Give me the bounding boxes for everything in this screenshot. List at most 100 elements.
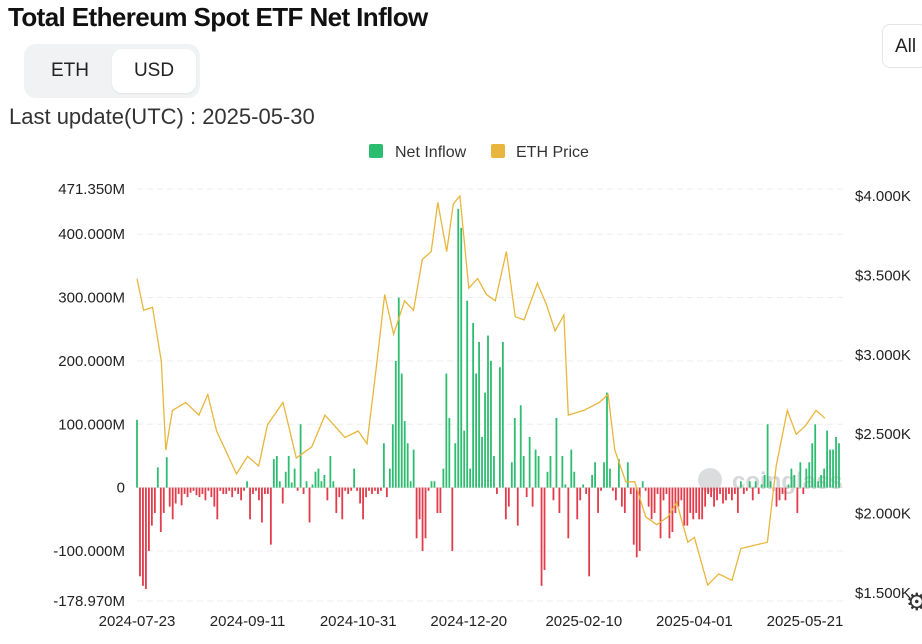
net-inflow-bar xyxy=(832,449,834,488)
net-inflow-bar xyxy=(385,487,388,498)
net-inflow-bar xyxy=(266,487,269,494)
net-inflow-bar xyxy=(445,373,448,488)
net-inflow-bar xyxy=(570,449,573,488)
net-inflow-bar xyxy=(403,421,406,488)
x-tick-label: 2024-10-31 xyxy=(320,613,397,630)
net-inflow-bar xyxy=(460,227,463,488)
net-inflow-bar xyxy=(287,455,290,488)
net-inflow-bar xyxy=(769,481,772,488)
net-inflow-bar xyxy=(615,487,617,501)
chart-legend[interactable]: Net Inflow ETH Price xyxy=(369,144,589,161)
net-inflow-bar xyxy=(751,487,754,501)
net-inflow-bar xyxy=(766,424,769,488)
net-inflow-bar xyxy=(493,455,495,488)
unit-option-usd[interactable]: USD xyxy=(112,49,196,93)
net-inflow-bar xyxy=(391,424,394,488)
net-inflow-bar xyxy=(442,468,445,488)
net-inflow-bar xyxy=(728,487,730,494)
net-inflow-bar xyxy=(272,459,275,488)
x-tick-label: 2025-05-21 xyxy=(767,613,844,630)
net-inflow-bar xyxy=(626,462,629,488)
net-inflow-bar xyxy=(174,487,177,504)
net-inflow-bar xyxy=(427,487,430,491)
net-inflow-bar xyxy=(787,484,790,488)
net-inflow-bar xyxy=(537,455,540,488)
net-inflow-bar xyxy=(368,487,370,491)
net-inflow-bar xyxy=(418,487,421,520)
chart-gridlines xyxy=(137,188,843,602)
net-inflow-bar xyxy=(341,487,344,520)
net-inflow-bar xyxy=(736,487,739,513)
net-inflow-bar xyxy=(177,487,180,494)
net-inflow-bar xyxy=(668,487,671,539)
net-inflow-bar xyxy=(713,487,715,507)
net-inflow-bar xyxy=(552,487,555,501)
watermark-logo-icon xyxy=(698,468,722,492)
net-inflow-bar xyxy=(377,487,379,494)
net-inflow-bar xyxy=(463,430,466,488)
x-axis-labels: 2024-07-23 2024-09-11 2024-10-31 2024-12-20… xyxy=(99,613,844,630)
net-inflow-bar xyxy=(748,481,751,488)
net-inflow-bar xyxy=(707,487,710,494)
net-inflow-bar xyxy=(162,487,165,513)
net-inflow-bar xyxy=(499,367,501,488)
y-right-tick-label: $3.500K xyxy=(855,267,911,284)
net-inflow-bar xyxy=(716,487,718,501)
net-inflow-bar xyxy=(475,373,477,488)
y-axis-left-labels: 471.350M 400.000M 300.000M 200.000M 100.000M… xyxy=(53,181,125,610)
net-inflow-bar xyxy=(421,487,424,551)
net-inflow-bar xyxy=(531,487,534,507)
net-inflow-bar xyxy=(320,481,323,488)
net-inflow-bar xyxy=(275,455,278,488)
net-inflow-bar xyxy=(201,487,204,494)
net-inflow-bar xyxy=(484,392,486,488)
net-inflow-bar xyxy=(754,481,757,488)
net-inflow-bar xyxy=(296,487,299,491)
net-inflow-bar xyxy=(647,487,650,507)
net-inflow-bar xyxy=(638,487,641,551)
net-inflow-bar xyxy=(481,436,483,488)
net-inflow-bar xyxy=(207,487,210,491)
net-inflow-bar xyxy=(635,487,638,558)
watermark-text: coinglass xyxy=(732,468,843,495)
net-inflow-bar xyxy=(299,424,302,488)
y-right-tick-label: $3.000K xyxy=(855,347,911,364)
net-inflow-bar xyxy=(284,471,287,488)
net-inflow-bar xyxy=(603,462,605,488)
net-inflow-bar xyxy=(546,471,549,488)
net-inflow-bar xyxy=(796,487,799,513)
net-inflow-bar xyxy=(555,417,558,488)
net-inflow-bar xyxy=(192,487,195,491)
net-inflow-bar xyxy=(269,487,272,545)
net-inflow-bar xyxy=(487,335,489,488)
net-inflow-bar xyxy=(359,487,361,504)
net-inflow-bar xyxy=(534,449,537,488)
net-inflow-bar xyxy=(719,487,721,494)
net-inflow-bar xyxy=(763,474,766,488)
net-inflow-bar xyxy=(826,430,828,488)
net-inflow-bar xyxy=(835,436,837,488)
net-inflow-bar xyxy=(665,487,668,494)
net-inflow-bar xyxy=(344,487,347,491)
legend-swatch-net-inflow xyxy=(369,144,383,158)
gear-icon[interactable]: ⚙ xyxy=(906,589,922,616)
net-inflow-bar xyxy=(371,487,373,494)
net-inflow-bar xyxy=(213,487,216,507)
range-select-all-button[interactable]: All xyxy=(882,24,922,68)
net-inflow-bar xyxy=(814,424,817,488)
net-inflow-bar xyxy=(261,487,263,523)
net-inflow-bar xyxy=(323,474,326,488)
net-inflow-bar xyxy=(558,487,561,513)
net-inflow-bar xyxy=(820,474,823,488)
net-inflow-bar xyxy=(597,487,599,513)
net-inflow-bar xyxy=(478,341,480,488)
unit-option-eth[interactable]: ETH xyxy=(51,60,89,81)
net-inflow-bar xyxy=(829,449,831,488)
net-inflow-bar xyxy=(394,360,397,488)
net-inflow-bar xyxy=(222,487,225,494)
net-inflow-bar xyxy=(326,487,329,501)
net-inflow-bar xyxy=(576,487,579,520)
net-inflow-bar xyxy=(397,297,400,488)
net-inflow-bar xyxy=(317,468,320,488)
net-inflow-bar xyxy=(466,300,469,488)
